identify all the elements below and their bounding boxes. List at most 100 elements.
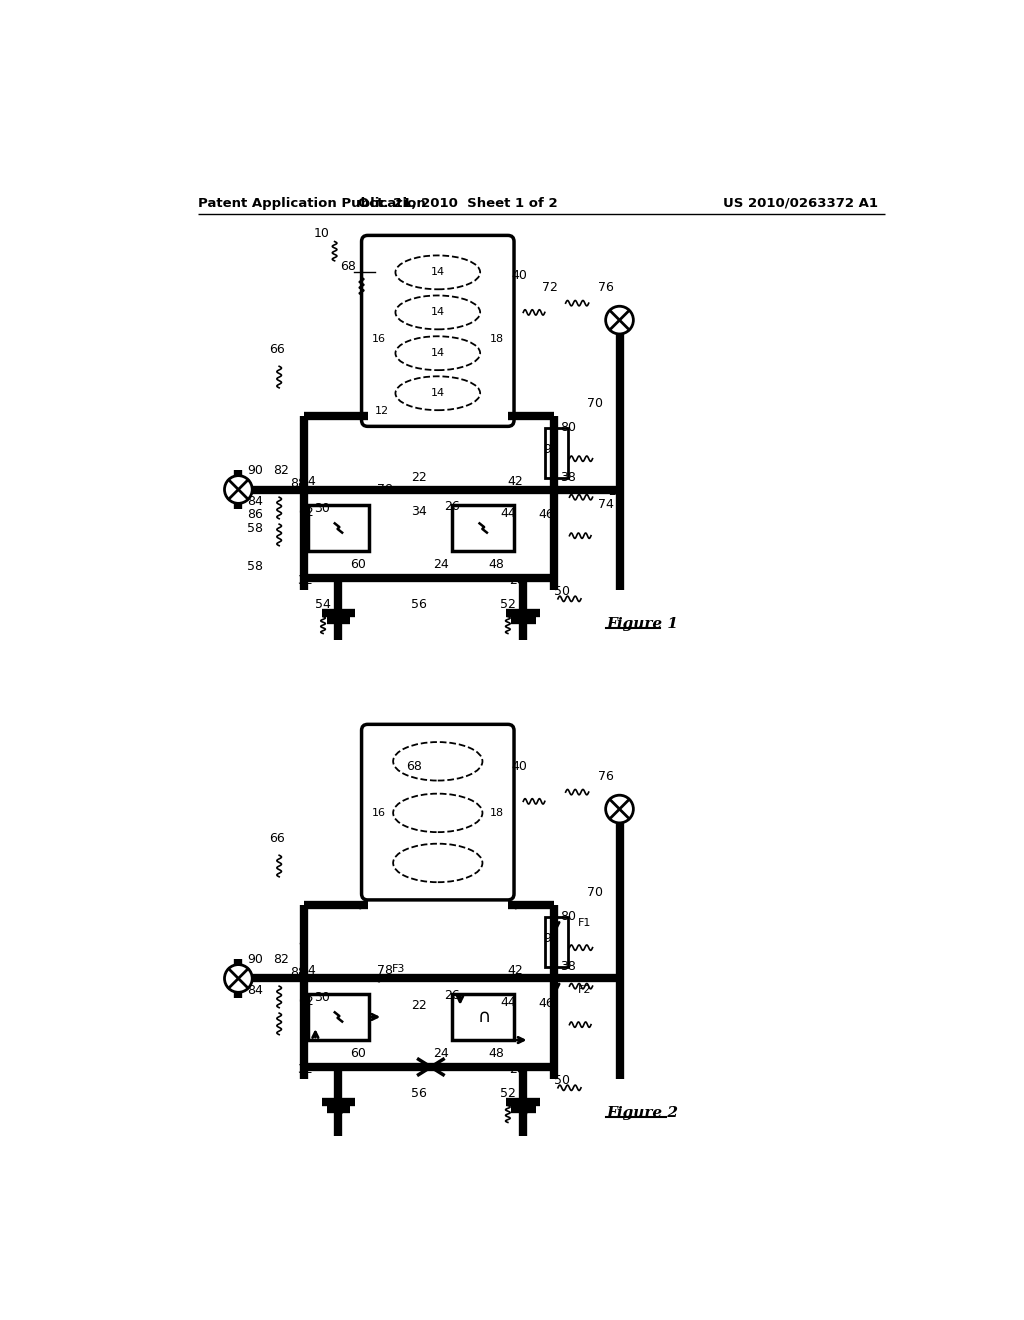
Text: F3: F3 [392, 964, 406, 974]
Text: 42: 42 [508, 475, 523, 488]
Text: 80: 80 [560, 911, 575, 924]
Text: 40: 40 [511, 760, 527, 774]
Text: 82: 82 [273, 463, 290, 477]
Text: 70: 70 [587, 397, 603, 409]
Text: 70: 70 [587, 886, 603, 899]
Text: 48: 48 [488, 1047, 504, 1060]
Text: 50: 50 [554, 585, 569, 598]
Text: 22: 22 [411, 999, 426, 1012]
Text: 76: 76 [598, 281, 614, 294]
Text: 30: 30 [313, 991, 330, 1005]
Text: 52: 52 [500, 598, 516, 611]
Text: 88: 88 [291, 477, 306, 490]
Text: 44: 44 [500, 507, 516, 520]
Text: 82: 82 [273, 953, 290, 966]
Text: 10: 10 [313, 227, 330, 240]
Text: 12: 12 [375, 407, 389, 416]
Text: 16: 16 [372, 334, 385, 345]
Text: 44: 44 [500, 995, 516, 1008]
Text: 14: 14 [431, 348, 444, 358]
Circle shape [605, 795, 634, 822]
Text: 32: 32 [298, 1063, 313, 1076]
Text: 18: 18 [490, 334, 504, 345]
Text: 90: 90 [248, 463, 263, 477]
Bar [307, 506, 370, 552]
Text: 66: 66 [269, 343, 285, 356]
Text: 88: 88 [291, 966, 306, 979]
Text: 60: 60 [350, 1047, 366, 1060]
Text: 90: 90 [248, 953, 263, 966]
Text: 92: 92 [543, 444, 559, 455]
Text: 46: 46 [539, 508, 554, 520]
Bar [307, 994, 370, 1040]
Text: 76: 76 [598, 770, 614, 783]
Bar [453, 994, 514, 1040]
Text: 52: 52 [500, 1088, 516, 1101]
Text: 56: 56 [412, 598, 427, 611]
Text: US 2010/0263372 A1: US 2010/0263372 A1 [723, 197, 878, 210]
Text: 48: 48 [488, 557, 504, 570]
Text: 84: 84 [248, 495, 263, 508]
Ellipse shape [395, 376, 480, 411]
Text: 78: 78 [377, 483, 392, 496]
Text: 14: 14 [431, 308, 444, 317]
Text: 38: 38 [560, 961, 575, 973]
Ellipse shape [393, 742, 482, 780]
Text: 32: 32 [298, 574, 313, 587]
Text: 68: 68 [406, 760, 422, 774]
Circle shape [224, 965, 252, 993]
Text: 18: 18 [490, 808, 504, 818]
Ellipse shape [395, 337, 480, 370]
Bar [545, 917, 568, 966]
Text: 50: 50 [554, 1073, 569, 1086]
Text: 24: 24 [433, 1047, 449, 1060]
Text: 58: 58 [248, 560, 263, 573]
Text: 54: 54 [315, 598, 331, 611]
Text: 38: 38 [560, 471, 575, 484]
Text: 68: 68 [340, 260, 355, 273]
Text: Figure 1: Figure 1 [606, 618, 679, 631]
Text: Figure 2: Figure 2 [606, 1106, 679, 1121]
Text: 34: 34 [411, 504, 426, 517]
Text: 58: 58 [248, 521, 263, 535]
Ellipse shape [393, 793, 482, 832]
Text: 66: 66 [269, 832, 285, 845]
Text: 80: 80 [560, 421, 575, 434]
Circle shape [605, 306, 634, 334]
Text: 56: 56 [412, 1088, 427, 1101]
Text: $\cap$: $\cap$ [477, 1008, 489, 1026]
Text: 62: 62 [298, 995, 314, 1008]
Text: 20: 20 [607, 484, 624, 498]
Text: 74: 74 [598, 499, 613, 511]
Text: 86: 86 [248, 508, 263, 520]
Ellipse shape [393, 843, 482, 882]
Text: 28: 28 [509, 1063, 525, 1076]
Text: 64: 64 [300, 964, 315, 977]
Text: 14: 14 [431, 268, 444, 277]
FancyBboxPatch shape [361, 725, 514, 900]
Text: 24: 24 [433, 557, 449, 570]
Text: 26: 26 [444, 500, 461, 513]
Text: 28: 28 [509, 574, 525, 587]
Text: 60: 60 [350, 557, 366, 570]
Text: 42: 42 [508, 964, 523, 977]
Text: 46: 46 [539, 997, 554, 1010]
Text: 78: 78 [377, 964, 392, 977]
Text: 26: 26 [444, 989, 461, 1002]
Circle shape [224, 475, 252, 503]
Ellipse shape [395, 296, 480, 330]
Text: 14: 14 [431, 388, 444, 399]
Text: 16: 16 [372, 808, 385, 818]
Text: 84: 84 [248, 983, 263, 997]
Text: Patent Application Publication: Patent Application Publication [199, 197, 426, 210]
FancyBboxPatch shape [361, 235, 514, 426]
Text: 72: 72 [543, 281, 558, 294]
Bar [453, 506, 514, 552]
Text: 92: 92 [543, 932, 559, 945]
Text: 30: 30 [313, 502, 330, 515]
Text: Oct. 21, 2010  Sheet 1 of 2: Oct. 21, 2010 Sheet 1 of 2 [358, 197, 558, 210]
Text: F2: F2 [579, 985, 592, 995]
Text: 62: 62 [298, 506, 314, 519]
Text: 64: 64 [300, 475, 315, 488]
Text: 40: 40 [511, 269, 527, 282]
